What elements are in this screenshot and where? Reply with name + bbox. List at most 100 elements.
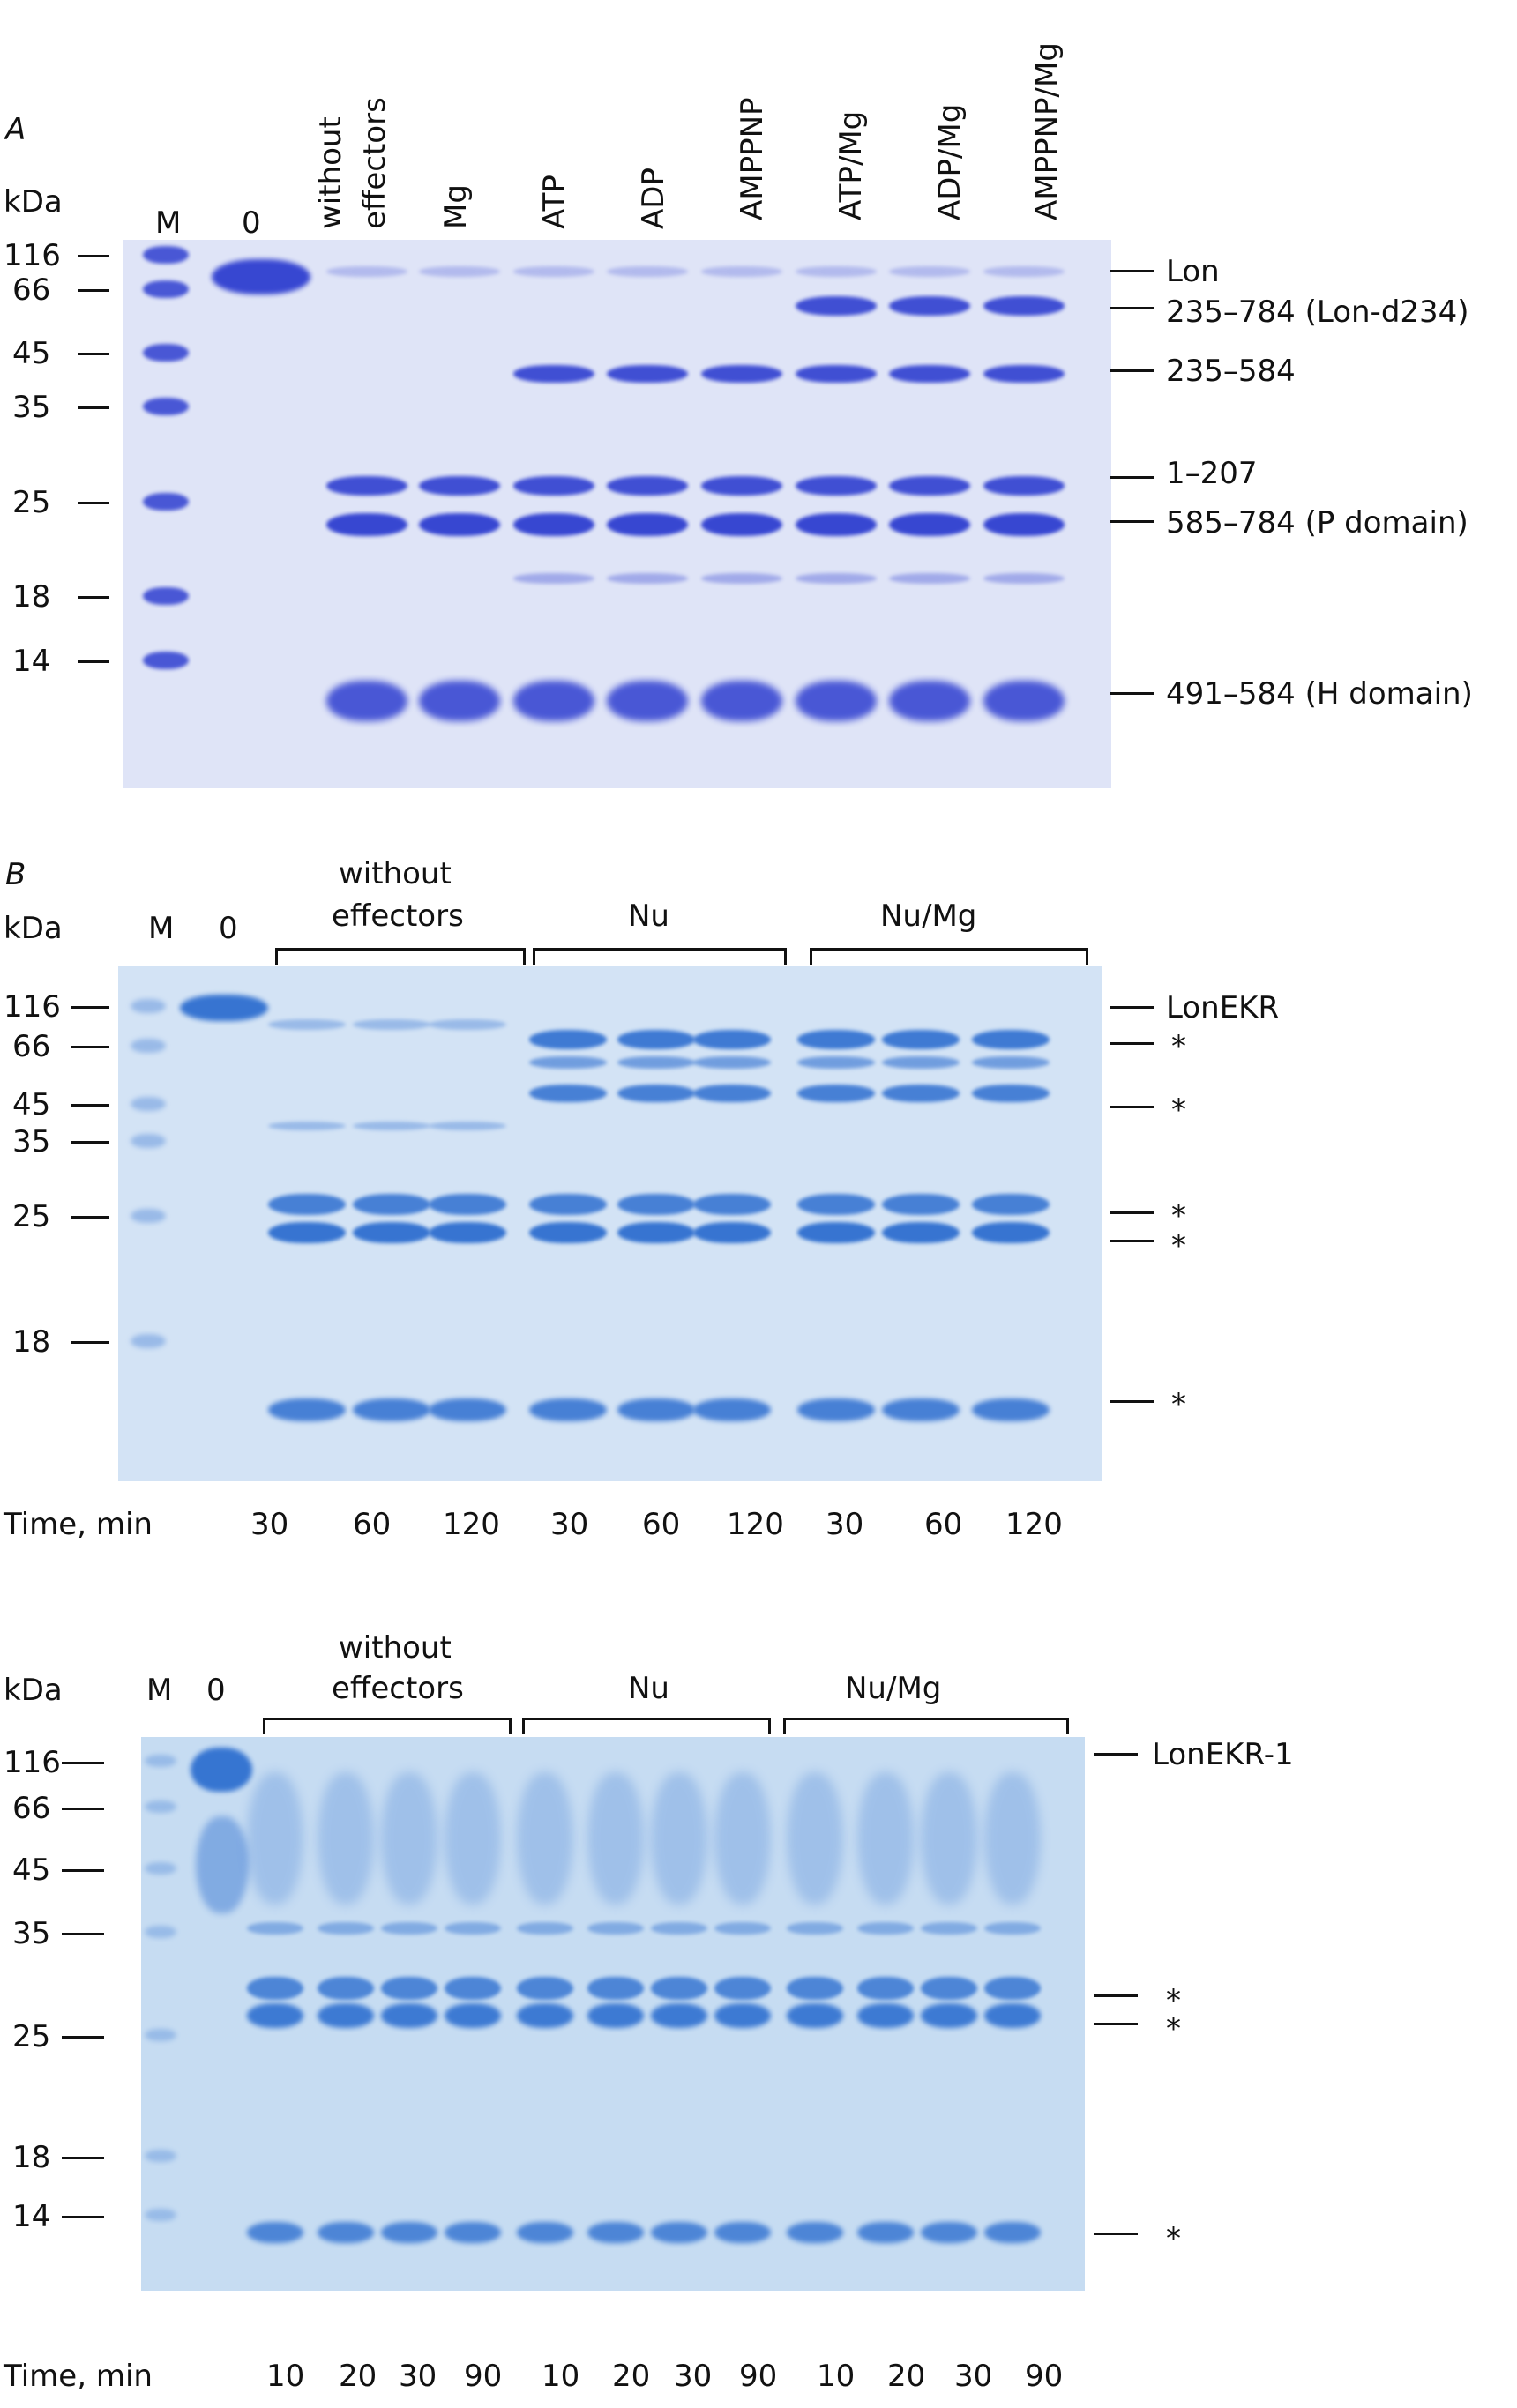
gel-band [517, 2222, 573, 2243]
gel-band [529, 1056, 607, 1069]
gel-band [651, 1772, 707, 1905]
gel-band [972, 1194, 1050, 1215]
gel-band [693, 1085, 771, 1102]
gel-band [607, 266, 688, 277]
gel-band [131, 1334, 166, 1348]
gel-band [889, 476, 970, 496]
gel-band [617, 1398, 695, 1421]
gel-band [983, 266, 1065, 277]
marker-tick [62, 1762, 104, 1764]
gel-band [429, 1019, 506, 1030]
gel-band [714, 1922, 771, 1935]
gel-band [143, 398, 189, 415]
band-label: 235–584 [1166, 354, 1296, 389]
gel-band [131, 1134, 166, 1148]
gel-band [787, 1977, 843, 2000]
group-bracket [522, 1718, 771, 1734]
gel-band [529, 1030, 607, 1049]
band-marker-asterisk: * [1171, 1198, 1186, 1234]
time-value: 90 [1025, 2359, 1064, 2394]
gel-band [353, 1019, 430, 1030]
panel-c-marker-label: 35 [12, 1916, 51, 1951]
gel-band [445, 1772, 501, 1905]
time-value: 10 [817, 2359, 856, 2394]
gel-band [445, 2222, 501, 2243]
gel-band [318, 1977, 374, 2000]
time-value: 90 [464, 2359, 503, 2394]
gel-band [607, 513, 688, 536]
time-value: 60 [353, 1507, 392, 1542]
gel-band [857, 1772, 914, 1905]
time-value: 30 [826, 1507, 864, 1542]
panel-c-marker-label: 14 [12, 2199, 51, 2234]
gel-band [983, 573, 1065, 584]
gel-band [268, 1019, 346, 1030]
gel-band [983, 681, 1065, 721]
gel-band [921, 2003, 977, 2028]
time-axis-label: Time, min [4, 1507, 153, 1542]
gel-band [353, 1222, 430, 1243]
band-pointer [1110, 1106, 1154, 1108]
band-label: 1–207 [1166, 456, 1258, 491]
panel-b-group-label: Nu/Mg [880, 898, 977, 934]
panel-b-marker-label: 45 [12, 1087, 51, 1122]
gel-band [326, 513, 407, 536]
gel-band [857, 2222, 914, 2243]
gel-band [889, 573, 970, 584]
gel-band [882, 1222, 960, 1243]
gel-band [797, 1222, 875, 1243]
gel-band [247, 1977, 303, 2000]
gel-band [381, 1977, 437, 2000]
gel-band [714, 1977, 771, 2000]
gel-band [353, 1194, 430, 1215]
marker-tick [62, 1808, 104, 1810]
gel-band [513, 266, 594, 277]
gel-band [882, 1056, 960, 1069]
panel-a-lane-label: effectors [357, 97, 392, 229]
gel-band [882, 1194, 960, 1215]
gel-band [701, 476, 782, 496]
panel-b-group-label: Nu [628, 898, 669, 934]
gel-band [787, 1772, 843, 1905]
marker-tick [78, 596, 109, 599]
gel-band [529, 1222, 607, 1243]
gel-band [268, 1122, 346, 1130]
gel-band [381, 1922, 437, 1935]
gel-band [617, 1030, 695, 1049]
time-value: 30 [550, 1507, 589, 1542]
gel-band [984, 1772, 1041, 1905]
panel-c-group-label: Nu/Mg [845, 1671, 942, 1706]
panel-c-group-label: without [339, 1630, 452, 1666]
gel-band [429, 1122, 506, 1130]
band-pointer [1110, 270, 1154, 272]
gel-band [517, 1772, 573, 1905]
time-value: 120 [443, 1507, 500, 1542]
gel-band [607, 365, 688, 383]
gel-band [587, 2003, 644, 2028]
gel-band [517, 1922, 573, 1935]
gel-band [145, 2029, 176, 2041]
gel-band [145, 2150, 176, 2162]
gel-band [143, 246, 189, 264]
gel-band [513, 476, 594, 496]
marker-tick [78, 289, 109, 292]
panel-a-lane-label: without [313, 116, 348, 229]
marker-tick [62, 1869, 104, 1872]
gel-band [131, 1039, 166, 1053]
marker-tick [78, 255, 109, 257]
gel-band [445, 1977, 501, 2000]
group-bracket [263, 1718, 512, 1734]
marker-tick [62, 2036, 104, 2039]
gel-band [212, 259, 310, 294]
gel-band [180, 995, 268, 1021]
band-marker-asterisk: * [1166, 2221, 1181, 2256]
gel-band [145, 1755, 176, 1767]
marker-tick [71, 1216, 109, 1219]
gel-band [445, 2003, 501, 2028]
marker-tick [71, 1341, 109, 1344]
gel-band [921, 1772, 977, 1905]
gel-band [889, 513, 970, 536]
gel-band [972, 1030, 1050, 1049]
panel-c-marker-label: 66 [12, 1791, 51, 1826]
gel-band [607, 681, 688, 721]
